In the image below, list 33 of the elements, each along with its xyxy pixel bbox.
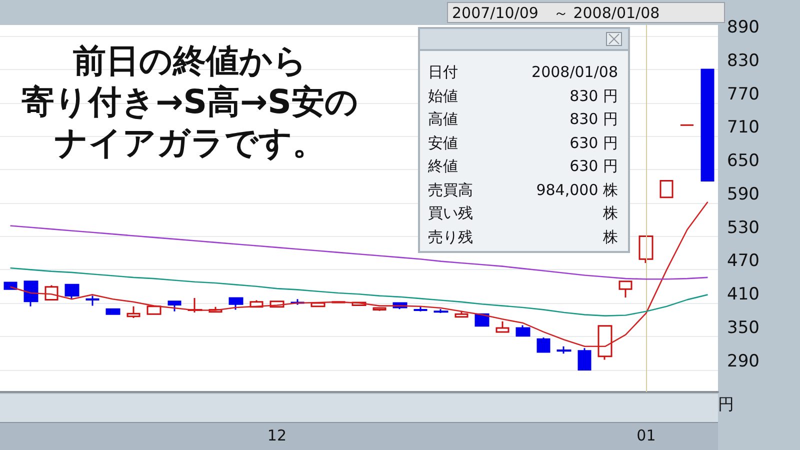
y-tick-label: 770 xyxy=(727,84,760,104)
y-tick-label: 890 xyxy=(727,18,760,38)
y-axis-title: 円 xyxy=(718,394,734,414)
y-tick-label: 350 xyxy=(727,318,760,338)
annotation: 984,000 株 xyxy=(536,180,618,200)
y-tick-label: 410 xyxy=(727,284,760,305)
annotation: 日付 xyxy=(428,62,458,83)
annotation: 売買高 xyxy=(428,180,473,200)
y-tick-label: 290 xyxy=(727,351,760,372)
annotation: 株 xyxy=(603,226,618,248)
annotation: 2008/01/08 xyxy=(532,62,618,83)
y-tick-label: 470 xyxy=(727,251,760,272)
annotation: 始値 xyxy=(428,86,458,106)
text: 2007/10/09 ～ 2008/01/08 xyxy=(447,2,725,23)
annotation: 630 円 xyxy=(570,156,618,177)
x-tick-label: 01 xyxy=(636,426,656,444)
annotation: 630 円 xyxy=(570,132,618,154)
y-tick-label: 710 xyxy=(727,118,760,138)
x-tick-label: 12 xyxy=(267,426,286,444)
y-tick-label: 530 xyxy=(727,218,760,238)
annotation: 株 xyxy=(603,203,618,224)
y-tick-label: 650 xyxy=(727,151,760,172)
annotation: 売り残 xyxy=(428,226,473,248)
annotation: 830 円 xyxy=(570,109,618,130)
annotation: 買い残 xyxy=(428,203,473,224)
y-tick-label: 590 xyxy=(727,184,760,204)
annotation: 終値 xyxy=(428,156,458,177)
text: 前日の終値から xyxy=(72,40,308,81)
text: 寄り付き→S高→S安のナイアガラです。 xyxy=(20,81,360,163)
annotation: 高値 xyxy=(428,109,458,130)
y-tick-label: 830 xyxy=(727,50,760,71)
annotation: 830 円 xyxy=(570,86,618,106)
annotation: 安値 xyxy=(428,132,458,154)
